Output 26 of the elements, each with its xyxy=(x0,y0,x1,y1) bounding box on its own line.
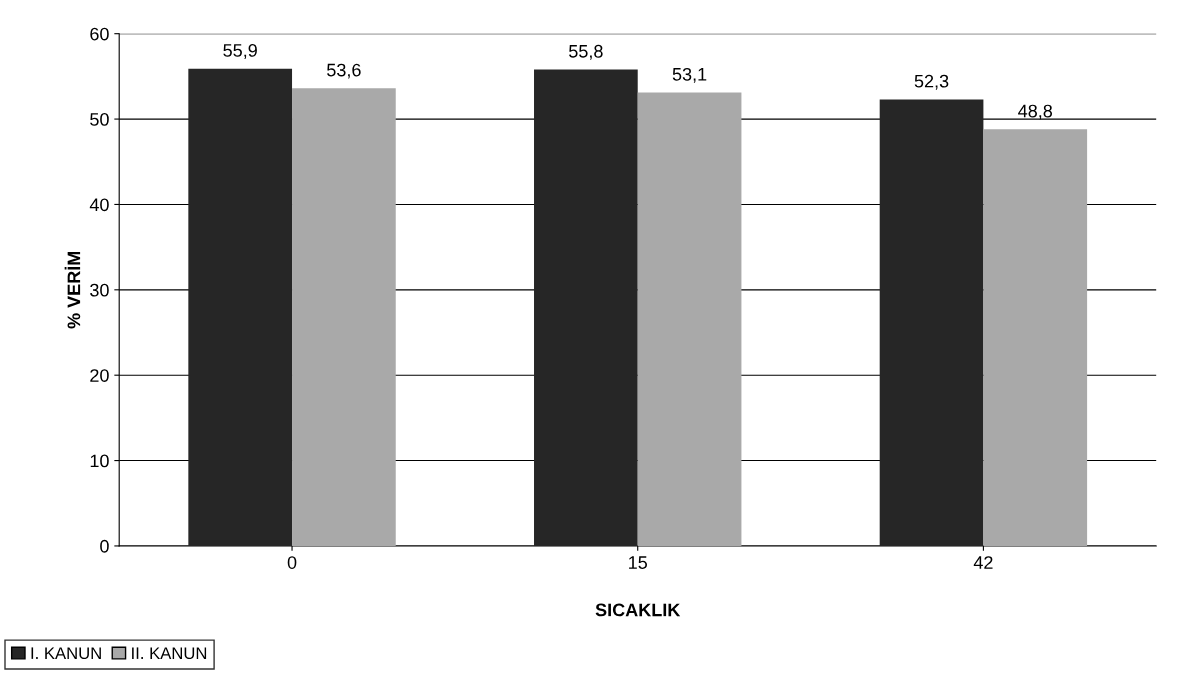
data-label: 53,6 xyxy=(327,63,361,79)
data-label: 55,9 xyxy=(223,44,257,59)
y-axis-title: % VERİM xyxy=(64,251,81,329)
legend-label: I. KANUN xyxy=(31,647,101,660)
data-label: 48,8 xyxy=(1018,104,1053,120)
y-tick-label: 50 xyxy=(90,113,109,126)
legend-label: II. KANUN xyxy=(132,647,207,660)
y-tick-label: 0 xyxy=(100,539,109,553)
x-axis-title: SICAKLIK xyxy=(595,603,681,617)
bar xyxy=(983,129,1088,546)
x-tick-label: 42 xyxy=(973,556,993,569)
bar xyxy=(879,99,984,546)
y-tick-label: 40 xyxy=(89,198,109,212)
y-tick-label: 60 xyxy=(90,27,109,41)
data-label: 52,3 xyxy=(914,74,949,90)
x-tick-label: 15 xyxy=(629,556,648,569)
bar xyxy=(534,69,638,546)
data-label: 53,1 xyxy=(672,67,707,83)
bar xyxy=(188,68,293,546)
bar xyxy=(292,88,396,546)
bar xyxy=(637,92,742,546)
y-tick-label: 10 xyxy=(90,454,109,468)
x-tick-label: 0 xyxy=(287,556,297,569)
y-tick-label: 20 xyxy=(90,369,109,382)
data-label: 55,8 xyxy=(569,44,603,60)
y-tick-label: 30 xyxy=(90,283,109,297)
